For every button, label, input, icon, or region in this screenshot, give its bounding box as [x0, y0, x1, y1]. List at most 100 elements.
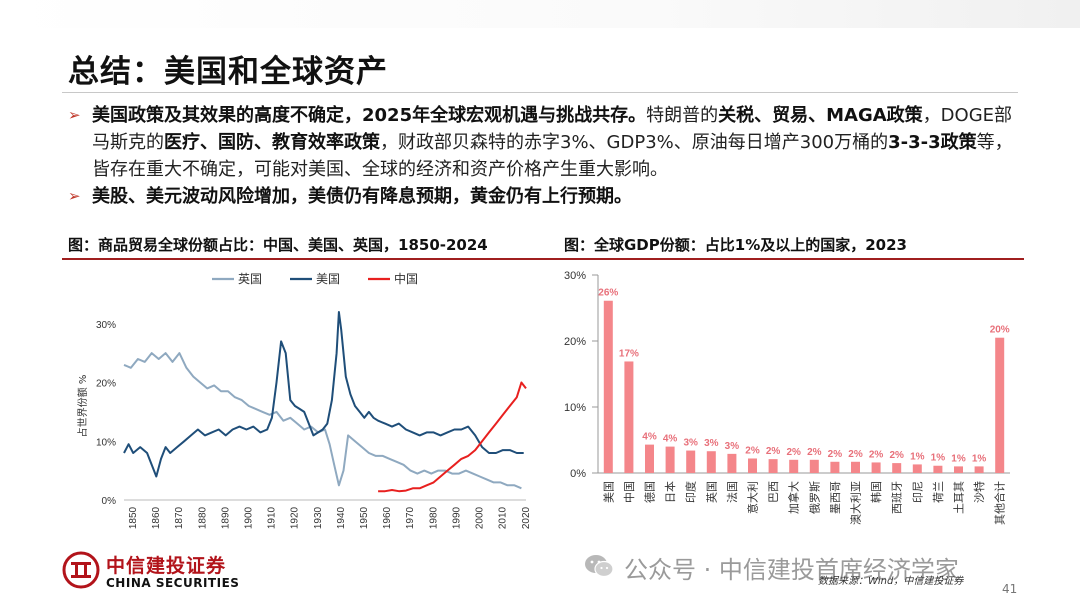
bar-data-label: 1%: [931, 453, 946, 464]
bar: [789, 459, 799, 473]
bar: [768, 459, 778, 473]
bar: [748, 458, 757, 473]
bullet-list: ➢ 美国政策及其效果的高度不确定，2025年全球宏观机遇与挑战共存。特朗普的关税、…: [68, 102, 1028, 210]
x-category-label: 韩国: [869, 481, 883, 503]
x-tick-label: 1980: [428, 506, 439, 529]
x-tick-label: 1920: [290, 506, 301, 529]
y-tick-label: 0%: [570, 468, 586, 480]
series-line: [123, 311, 524, 478]
series-line: [123, 352, 522, 490]
bar-data-label: 2%: [745, 445, 760, 456]
bar: [603, 300, 613, 473]
bar-data-label: 26%: [598, 288, 618, 299]
x-category-label: 墨西哥: [829, 481, 842, 514]
trade-share-line-chart: 0% 10% 20% 30% 1850 1860 1870 1880 1890 1900 1910 1…: [62, 262, 532, 542]
y-tick-label: 30%: [96, 320, 116, 331]
bar-data-label: 2%: [869, 449, 884, 460]
title-divider: [62, 92, 1018, 93]
x-category-label: 加拿大: [787, 481, 801, 514]
x-tick-label: 2020: [521, 506, 532, 529]
x-tick-label: 2010: [498, 506, 509, 529]
bar: [871, 462, 881, 473]
bullet-text-run: 美国政策及其效果的高度不确定，2025年全球宏观机遇与挑战共存。: [92, 105, 647, 126]
bullet-text-run: 医疗、国防、教育效率政策: [164, 132, 380, 153]
bar: [624, 361, 634, 473]
caption-divider: [62, 258, 1024, 260]
x-category-label: 土耳其: [953, 481, 966, 514]
x-tick-label: 1870: [174, 506, 185, 529]
x-category-label: 意大利: [746, 481, 760, 514]
bullet-text-run: 关税、贸易、MAGA政策: [718, 105, 923, 126]
x-tick-label: 1950: [359, 506, 370, 529]
bullet-text-run: ，DOGE部马斯克的: [92, 105, 1013, 153]
y-tick-label: 20%: [96, 379, 116, 390]
bar-data-label: 2%: [848, 449, 863, 460]
series-line: [378, 381, 527, 493]
bar-data-label: 1%: [910, 451, 925, 462]
bullet-item: ➢ 美股、美元波动风险增加，美债仍有降息预期，黄金仍有上行预期。: [68, 183, 1028, 210]
bullet-text-run: 等，皆存在重大不确定，可能对美国、全球的经济和资产价格产生重大影响。: [92, 132, 1013, 180]
x-tick-label: 2000: [475, 506, 486, 529]
bar-data-label: 20%: [990, 325, 1010, 336]
left-chart-caption: 图：商品贸易全球份额占比：中国、美国、英国，1850-2024: [68, 236, 488, 254]
bar: [933, 465, 943, 473]
x-tick-label: 1930: [313, 506, 324, 529]
slide-title: 总结：美国和全球资产: [68, 54, 388, 90]
legend-label: 英国: [238, 272, 262, 286]
x-category-label: 西班牙: [891, 481, 904, 514]
x-tick-label: 1940: [336, 506, 347, 529]
x-tick-label: 1900: [244, 506, 255, 529]
x-tick-label: 1860: [151, 506, 162, 529]
gdp-share-bar-chart: 0% 10% 20% 30% 26% 美国 17% 中国 4% 德国 4% 日本 3% 印度 3% 英国 3% 法…: [548, 262, 1028, 548]
logo-english-name: CHINA SECURITIES: [106, 576, 240, 590]
bar-data-label: 3%: [683, 438, 698, 449]
bullet-item: ➢ 美国政策及其效果的高度不确定，2025年全球宏观机遇与挑战共存。特朗普的关税、…: [68, 102, 1028, 183]
y-tick-label: 0%: [102, 496, 117, 507]
logo-emblem-icon: [62, 551, 100, 589]
bar: [851, 461, 860, 473]
x-category-label: 中国: [623, 481, 636, 503]
bullet-text-run: 美股、美元波动风险增加，美债仍有降息预期，黄金仍有上行预期。: [92, 186, 632, 207]
bar-data-label: 3%: [704, 438, 719, 449]
bullet-text-run: 3-3-3政策: [888, 132, 977, 153]
bar-data-label: 4%: [642, 432, 657, 443]
x-category-label: 印尼: [911, 481, 924, 503]
x-category-label: 巴西: [767, 481, 780, 503]
x-tick-label: 1850: [128, 506, 139, 529]
x-category-label: 俄罗斯: [808, 481, 821, 514]
page-number: 41: [1002, 582, 1018, 596]
x-tick-label: 1890: [220, 506, 231, 529]
bar: [974, 466, 984, 473]
bullet-arrow-icon: ➢: [68, 106, 81, 124]
company-logo: 中信建投证券 CHINA SECURITIES: [62, 549, 252, 595]
bar-data-label: 3%: [725, 441, 740, 452]
bar: [892, 463, 902, 473]
bar: [912, 464, 922, 473]
bar-data-label: 2%: [889, 450, 904, 461]
bar: [727, 453, 737, 473]
bar-data-label: 2%: [828, 449, 843, 460]
x-category-label: 日本: [663, 481, 677, 503]
right-chart-caption: 图：全球GDP份额：占比1%及以上的国家，2023: [564, 236, 907, 254]
x-category-label: 沙特: [972, 481, 986, 503]
x-tick-label: 1970: [405, 506, 416, 529]
x-category-label: 荷兰: [932, 481, 945, 503]
bar: [645, 444, 654, 473]
bullet-text-run: ，财政部贝森特的赤字3%、GDP3%、原油每日增产300万桶的: [380, 132, 889, 153]
y-tick-label: 10%: [96, 437, 116, 448]
y-tick-label: 30%: [564, 270, 586, 282]
bar-data-label: 2%: [766, 446, 781, 457]
bullet-text-run: 特朗普的: [646, 105, 719, 126]
bar: [809, 459, 819, 473]
x-category-label: 美国: [602, 481, 615, 503]
x-category-label: 印度: [684, 481, 698, 503]
bar-data-label: 1%: [951, 453, 966, 464]
logo-chinese-name: 中信建投证券: [106, 555, 227, 577]
x-tick-label: 1990: [451, 506, 462, 529]
bar: [665, 446, 675, 473]
wechat-icon: [585, 555, 614, 578]
bar: [830, 461, 840, 473]
x-category-label: 德国: [643, 481, 657, 503]
bar-data-label: 1%: [972, 453, 987, 464]
legend-label: 美国: [316, 272, 340, 286]
